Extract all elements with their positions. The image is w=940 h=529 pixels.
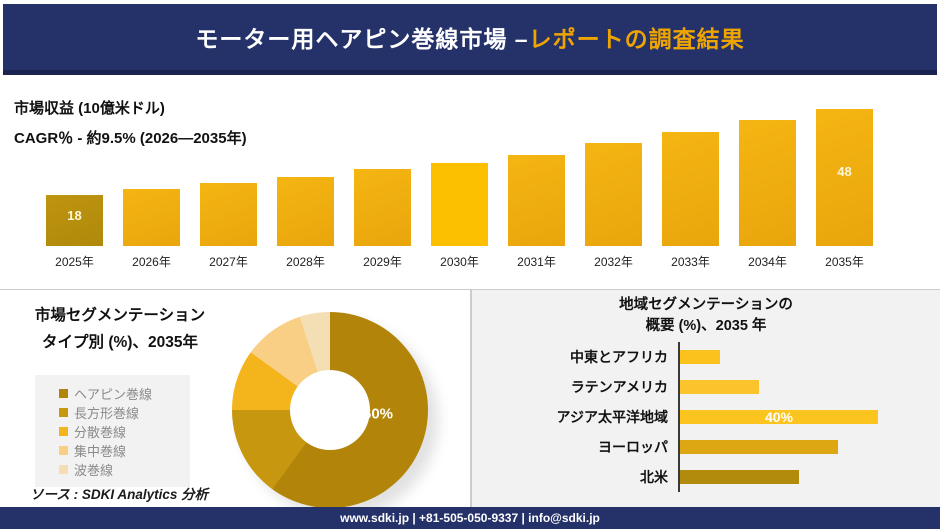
type-chart-title-line1: 市場セグメンテーション — [34, 307, 206, 324]
legend-label: 波巻線 — [74, 463, 114, 478]
region-row: 北米 — [472, 462, 930, 492]
revenue-bar-2029年: 2029年 — [354, 169, 411, 269]
region-row: ラテンアメリカ — [472, 372, 930, 402]
revenue-bar-2032年: 2032年 — [585, 143, 642, 269]
region-chart-title-line2: 概要 (%)、2035 年 — [645, 318, 767, 334]
x-axis-label: 2033年 — [671, 255, 710, 269]
x-axis-label: 2027年 — [209, 255, 248, 269]
legend-label: 分散巻線 — [74, 425, 127, 440]
region-label: ヨーロッパ — [598, 439, 668, 455]
type-chart-legend: ヘアピン巻線 長方形巻線分散巻線集中巻線波巻線 — [35, 375, 190, 487]
region-bar-ラテンアメリカ — [680, 380, 759, 394]
legend-item: 長方形巻線 — [59, 403, 190, 422]
bar-value-label: 18 — [67, 208, 82, 223]
revenue-bar-2030年: 2030年 — [431, 163, 488, 269]
x-axis-label: 2032年 — [594, 255, 633, 269]
source-note: ソース : SDKI Analytics 分析 — [30, 487, 209, 502]
revenue-bar-2034年: 2034年 — [739, 120, 796, 269]
region-label: 中東とアフリカ — [570, 349, 668, 365]
region-row: ヨーロッパ — [472, 432, 930, 462]
x-axis-label: 2034年 — [748, 255, 787, 269]
region-bar-area — [678, 372, 930, 402]
region-label: ラテンアメリカ — [570, 379, 668, 395]
legend-swatch-icon — [59, 446, 68, 455]
region-row: アジア太平洋地域 40% — [472, 402, 930, 432]
legend-item: ヘアピン巻線 — [59, 384, 190, 403]
revenue-bar-2031年: 2031年 — [508, 155, 565, 269]
legend-item: 波巻線 — [59, 460, 190, 479]
footer-contact-bar: www.sdki.jp | +81-505-050-9337 | info@sd… — [0, 507, 940, 529]
revenue-bar-2025年: 18 2025年 — [46, 195, 103, 269]
page-title: モーター用ヘアピン巻線市場 – — [195, 26, 529, 52]
region-bar-中東とアフリカ — [680, 350, 720, 364]
x-axis-label: 2031年 — [517, 255, 556, 269]
region-bar-area — [678, 462, 930, 492]
region-bar-area: 40% — [678, 402, 930, 432]
region-chart-title-line1: 地域セグメンテーションの — [619, 297, 793, 313]
revenue-cagr-label: CAGR％ - 約9.5% (2026―2035年) — [14, 130, 247, 147]
header-banner: モーター用ヘアピン巻線市場 – レポートの調査結果 — [3, 4, 937, 75]
type-segmentation-panel: 市場セグメンテーション タイプ別 (%)、2035年 ヘアピン巻線 長方形巻線分散… — [0, 289, 470, 508]
type-chart-title-line2: タイプ別 (%)、2035年 — [42, 334, 198, 351]
revenue-chart-title: 市場収益 (10億米ドル) — [14, 100, 165, 117]
legend-swatch-icon — [59, 408, 68, 417]
bar-value-label: 48 — [837, 164, 852, 179]
region-bar-value-label: 40% — [764, 409, 794, 425]
revenue-bar-2033年: 2033年 — [662, 132, 719, 269]
x-axis-label: 2035年 — [825, 255, 864, 269]
type-chart-title: 市場セグメンテーション タイプ別 (%)、2035年 — [5, 302, 235, 356]
legend-swatch-icon — [59, 427, 68, 436]
region-bar-area — [678, 432, 930, 462]
revenue-bar-chart: 18 2025年 2026年 2027年 2028年 2029年 2030年 2031年 203… — [46, 109, 873, 269]
region-label: アジア太平洋地域 — [556, 409, 668, 425]
legend-item: 集中巻線 — [59, 441, 190, 460]
x-axis-label: 2028年 — [286, 255, 325, 269]
donut-slice-label: 60% — [362, 405, 394, 423]
x-axis-label: 2025年 — [55, 255, 94, 269]
legend-label: 集中巻線 — [74, 444, 127, 459]
region-bar-ヨーロッパ — [680, 440, 838, 454]
revenue-bar-2035年: 48 2035年 — [816, 109, 873, 269]
region-bar-北米 — [680, 470, 799, 484]
legend-swatch-icon — [59, 389, 68, 398]
x-axis-label: 2029年 — [363, 255, 402, 269]
legend-label: 長方形巻線 — [74, 406, 140, 421]
region-bar-area — [678, 342, 930, 372]
region-row: 中東とアフリカ — [472, 342, 930, 372]
region-label: 北米 — [640, 469, 668, 485]
type-donut-chart: 60% — [232, 312, 428, 508]
region-segmentation-panel: 地域セグメンテーションの 概要 (%)、2035 年 中東とアフリカ ラテンアメリ… — [470, 289, 940, 507]
revenue-bar-2026年: 2026年 — [123, 189, 180, 269]
legend-item: 分散巻線 — [59, 422, 190, 441]
page-title-accent: レポートの調査結果 — [528, 26, 745, 52]
region-chart-title: 地域セグメンテーションの 概要 (%)、2035 年 — [472, 295, 940, 337]
x-axis-label: 2030年 — [440, 255, 479, 269]
region-bar-アジア太平洋地域: 40% — [680, 409, 878, 425]
revenue-bar-2027年: 2027年 — [200, 183, 257, 269]
region-bar-chart: 中東とアフリカ ラテンアメリカアジア太平洋地域 40% ヨーロッパ北米 — [472, 342, 930, 492]
legend-swatch-icon — [59, 465, 68, 474]
revenue-bar-2028年: 2028年 — [277, 177, 334, 269]
legend-label: ヘアピン巻線 — [74, 387, 153, 402]
x-axis-label: 2026年 — [132, 255, 171, 269]
